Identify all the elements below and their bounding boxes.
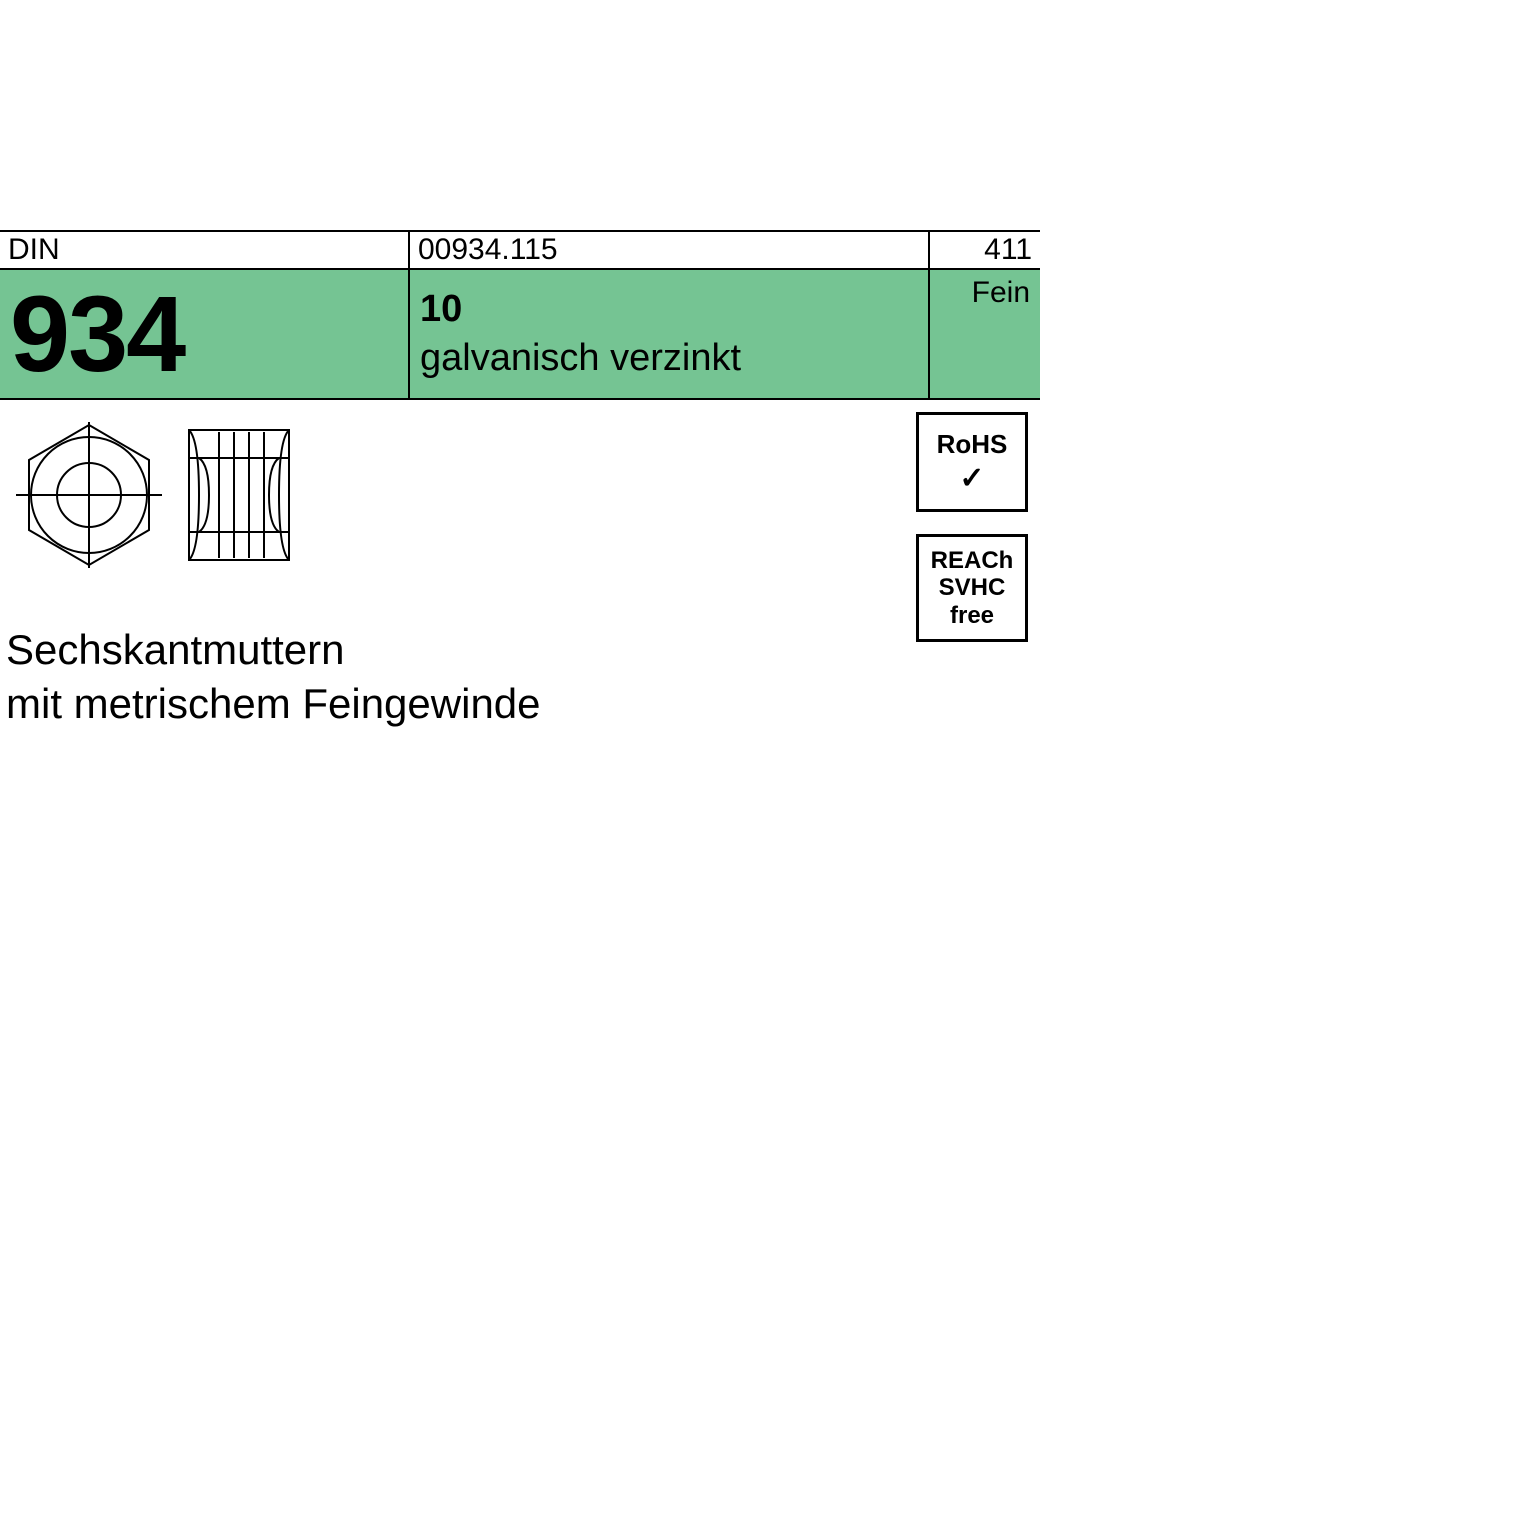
ref-number-cell: 411: [930, 232, 1040, 268]
thread-type: Fein: [972, 272, 1030, 310]
reach-line3: free: [950, 602, 994, 630]
din-number: 934: [10, 280, 184, 388]
standard-label: DIN: [8, 233, 60, 267]
reach-line1: REACh: [931, 547, 1014, 575]
finish-label: galvanisch verzinkt: [420, 337, 918, 380]
reach-line2: SVHC: [939, 574, 1006, 602]
description-line1: Sechskantmuttern: [6, 626, 541, 674]
description-line2: mit metrischem Feingewinde: [6, 680, 541, 728]
hex-nut-top-icon: [14, 420, 164, 570]
technical-drawings: [14, 420, 294, 570]
ref-number: 411: [984, 233, 1032, 267]
content-block: DIN 00934.115 411 934 10 galvanisch verz…: [0, 230, 1040, 400]
title-row: 934 10 galvanisch verzinkt Fein: [0, 270, 1040, 400]
product-datasheet-card: DIN 00934.115 411 934 10 galvanisch verz…: [0, 0, 1536, 1536]
header-row: DIN 00934.115 411: [0, 230, 1040, 270]
reach-badge: REACh SVHC free: [916, 534, 1028, 642]
rohs-label: RoHS: [937, 430, 1008, 460]
hex-nut-side-icon: [184, 420, 294, 570]
thread-type-cell: Fein: [930, 270, 1040, 398]
article-code: 00934.115: [418, 233, 558, 267]
article-code-cell: 00934.115: [410, 232, 930, 268]
check-icon: ✓: [959, 464, 984, 494]
compliance-badges: RoHS ✓ REACh SVHC free: [916, 412, 1028, 642]
standard-cell: DIN: [0, 232, 410, 268]
din-number-cell: 934: [0, 270, 410, 398]
strength-class: 10: [420, 288, 918, 331]
product-description: Sechskantmuttern mit metrischem Feingewi…: [6, 626, 541, 728]
rohs-badge: RoHS ✓: [916, 412, 1028, 512]
spec-cell: 10 galvanisch verzinkt: [410, 270, 930, 398]
